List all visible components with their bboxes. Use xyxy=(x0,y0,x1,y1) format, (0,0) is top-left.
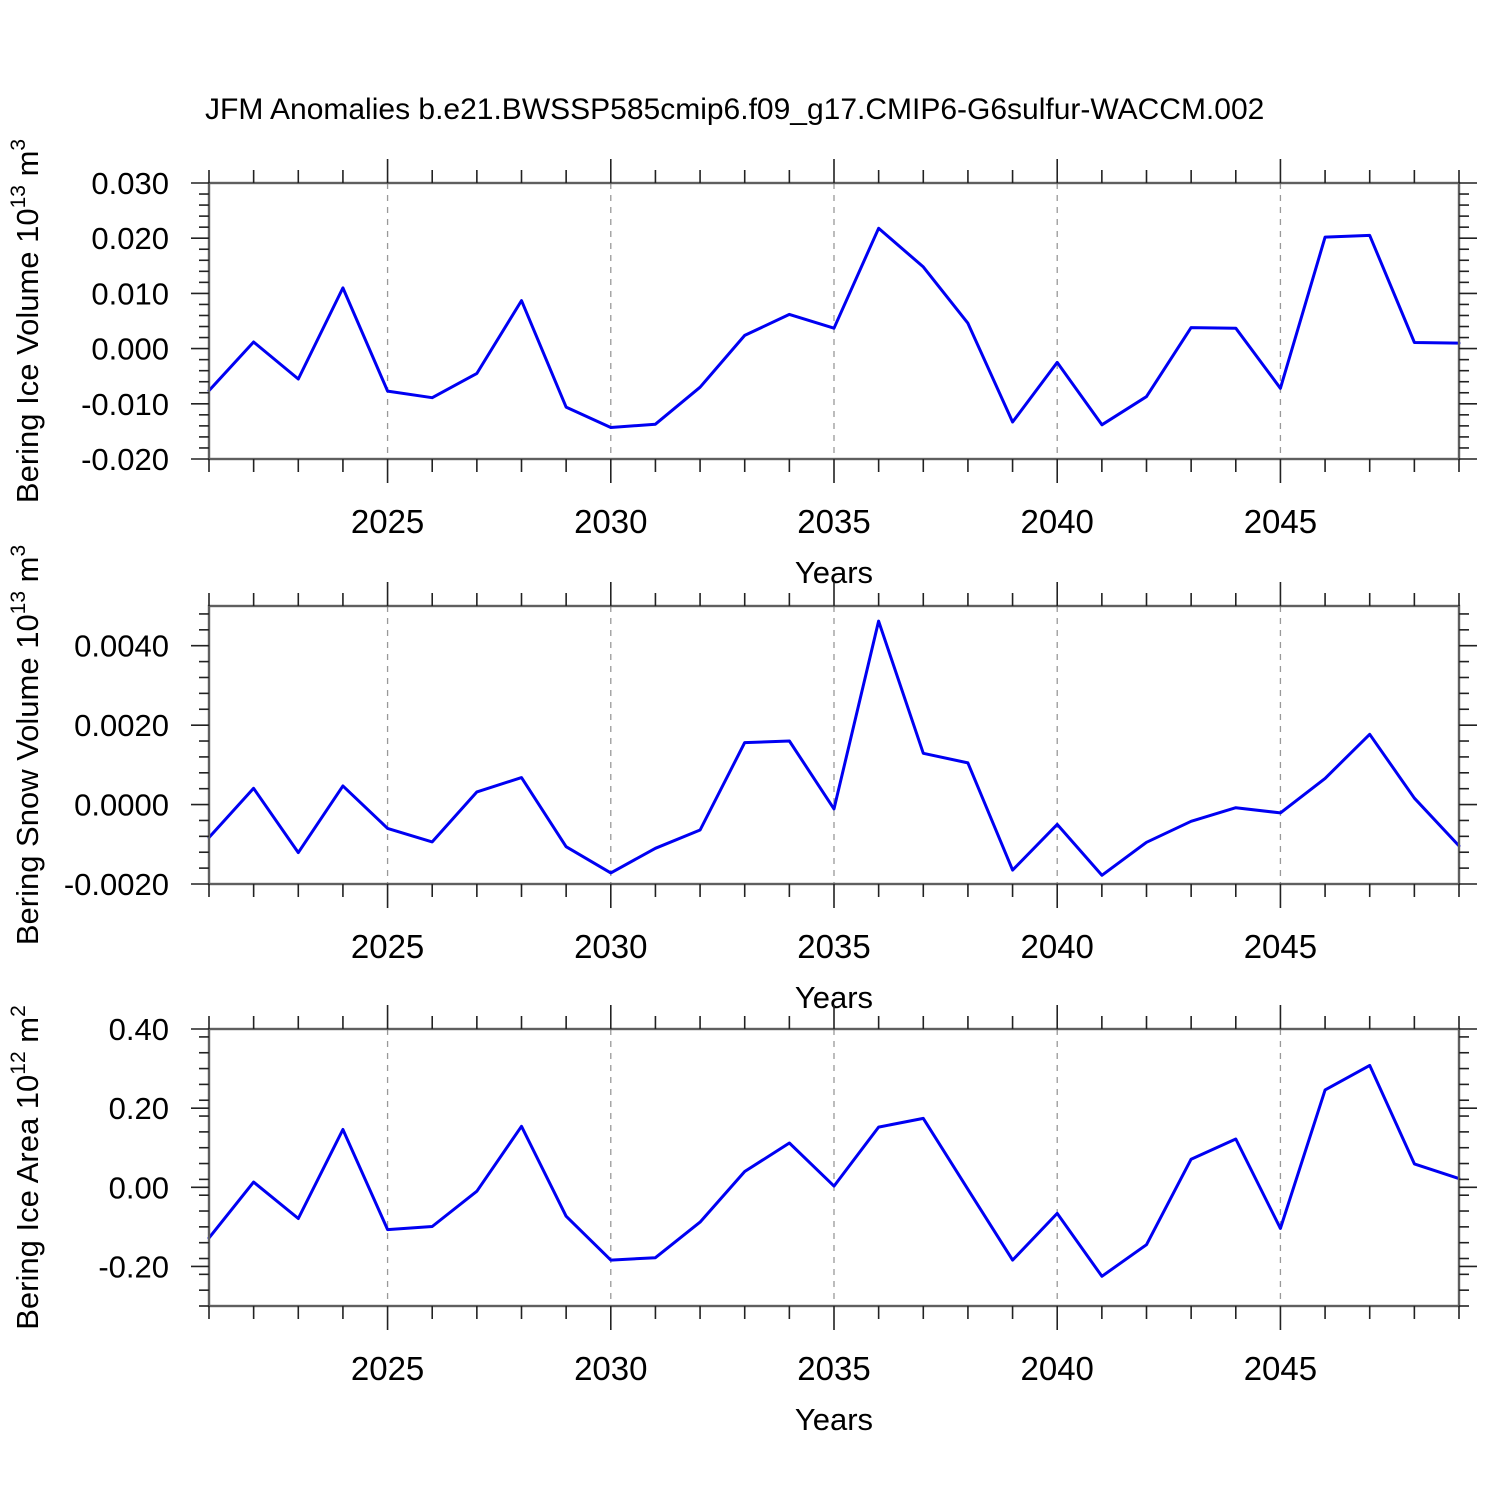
series-line xyxy=(207,226,1461,429)
y-tick-label: 0.010 xyxy=(91,276,169,311)
x-gridlines xyxy=(386,1029,1282,1306)
x-tick-label: 2030 xyxy=(574,928,647,965)
y-tick-label: 0.40 xyxy=(109,1012,169,1047)
y-tick-label: 0.0020 xyxy=(74,708,169,743)
bering-ice-volume-chart: 0.030 0.020 0.010 0.000 -0.010 -0.020 2025 2030… xyxy=(7,139,1477,590)
x-tick-label: 2045 xyxy=(1244,503,1317,540)
x-tick-label: 2030 xyxy=(574,503,647,540)
x-tick-label: 2045 xyxy=(1244,928,1317,965)
x-tick-label: 2045 xyxy=(1244,1350,1317,1387)
y-tick-label: 0.030 xyxy=(91,166,169,201)
x-tick-label: 2040 xyxy=(1021,1350,1094,1387)
y-tick-label: -0.20 xyxy=(98,1249,169,1284)
y-tick-label: -0.020 xyxy=(81,442,169,477)
y-tick-label: 0.0000 xyxy=(74,788,169,823)
axis-ticks xyxy=(191,582,1477,908)
x-tick-label: 2040 xyxy=(1021,503,1094,540)
x-tick-labels: 2025 2030 2035 2040 2045 xyxy=(351,928,1317,965)
x-tick-label: 2025 xyxy=(351,1350,424,1387)
y-axis-title: Bering Ice Volume 1013 m3 xyxy=(7,139,45,503)
x-tick-label: 2040 xyxy=(1021,928,1094,965)
y-tick-label: 0.00 xyxy=(109,1170,169,1205)
axis-ticks xyxy=(191,1005,1477,1330)
y-tick-label: -0.0020 xyxy=(64,867,169,902)
y-tick-labels: 0.40 0.20 0.00 -0.20 xyxy=(98,1012,169,1284)
y-tick-label: 0.000 xyxy=(91,332,169,367)
y-axis-title: Bering Snow Volume 1013 m3 xyxy=(7,545,45,945)
x-tick-label: 2035 xyxy=(797,503,870,540)
y-tick-label: 0.20 xyxy=(109,1091,169,1126)
y-tick-labels: 0.0040 0.0020 0.0000 -0.0020 xyxy=(64,629,169,902)
y-tick-label: 0.020 xyxy=(91,221,169,256)
y-tick-labels: 0.030 0.020 0.010 0.000 -0.010 -0.020 xyxy=(81,166,169,477)
x-tick-labels: 2025 2030 2035 2040 2045 xyxy=(351,503,1317,540)
bering-ice-area-chart: 0.40 0.20 0.00 -0.20 2025 2030 2035 2040 2045 Yea… xyxy=(7,1005,1477,1437)
figure-title: JFM Anomalies b.e21.BWSSP585cmip6.f09_g1… xyxy=(205,93,1265,126)
x-tick-label: 2030 xyxy=(574,1350,647,1387)
y-axis-title: Bering Ice Area 1012 m2 xyxy=(7,1005,45,1330)
y-tick-label: -0.010 xyxy=(81,387,169,422)
x-tick-label: 2025 xyxy=(351,928,424,965)
x-axis-title: Years xyxy=(795,1402,873,1437)
series-line xyxy=(207,1063,1461,1278)
x-tick-labels: 2025 2030 2035 2040 2045 xyxy=(351,1350,1317,1387)
y-tick-label: 0.0040 xyxy=(74,629,169,664)
axis-ticks xyxy=(191,159,1477,483)
x-gridlines xyxy=(386,606,1282,884)
x-gridlines xyxy=(386,183,1282,459)
x-tick-label: 2035 xyxy=(797,1350,870,1387)
x-tick-label: 2025 xyxy=(351,503,424,540)
x-tick-label: 2035 xyxy=(797,928,870,965)
series-line xyxy=(207,619,1461,877)
bering-snow-volume-chart: 0.0040 0.0020 0.0000 -0.0020 2025 2030 2035 204… xyxy=(7,545,1477,1015)
